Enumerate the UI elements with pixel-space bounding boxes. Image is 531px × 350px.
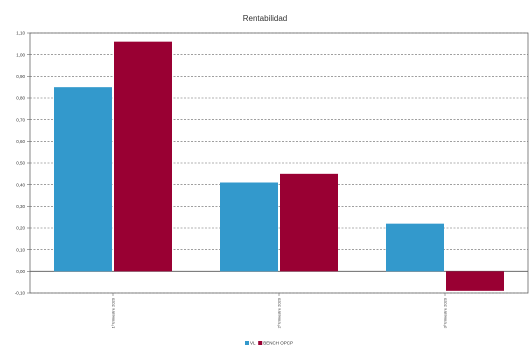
legend-label-bench: BENCH OPCP [263,341,293,346]
y-tick-label: 0,70 [16,117,25,122]
legend-swatch-bench [258,341,263,345]
bar-vl-3 [386,223,444,272]
bars [54,41,504,291]
grid [30,32,528,294]
x-category-label: 3º trimestre 2020 [443,297,448,328]
y-tick-label: 0,40 [16,182,25,187]
y-tick-label: -0,10 [15,291,26,296]
y-tick-label: 0,60 [16,139,25,144]
bar-vl-2 [220,182,278,272]
y-tick-label: 1,00 [16,52,25,57]
y-tick-label: 0,50 [16,161,25,166]
y-tick-label: 0,00 [16,269,25,274]
axes [27,32,529,296]
bar-bench-3 [446,271,504,291]
y-tick-label: 0,10 [16,247,25,252]
chart-title: Rentabilidad [243,14,287,23]
y-tick-label: 1,10 [16,31,25,36]
bar-vl-1 [54,87,112,272]
tick-labels: -0,10 0,00 0,10 0,20 0,30 0,40 0,50 0,60 0,70 0,8… [15,31,448,329]
bar-bench-1 [114,41,172,272]
y-tick-label: 0,30 [16,204,25,209]
y-tick-label: 0,90 [16,74,25,79]
bar-bench-2 [280,173,338,272]
legend: VL BENCH OPCP [245,341,293,346]
y-tick-label: 0,20 [16,226,25,231]
legend-label-vl: VL [250,341,256,346]
legend-swatch-vl [245,341,249,345]
y-tick-label: 0,80 [16,96,25,101]
x-category-label: 2º trimestre 2020 [277,297,282,328]
x-category-label: 1º trimestre 2020 [111,297,116,328]
